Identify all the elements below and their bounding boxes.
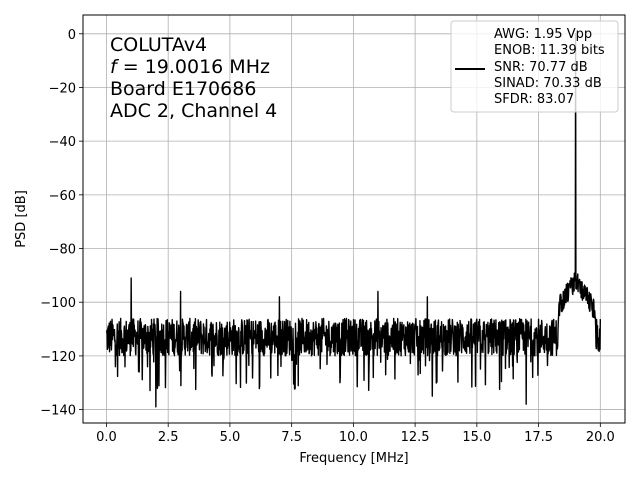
legend: AWG: 1.95 Vpp ENOB: 11.39 bits SNR: 70.7… xyxy=(450,20,619,113)
annotation: COLUTAv4 f = 19.0016 MHz Board E170686 A… xyxy=(110,34,277,122)
y-axis-label: PSD [dB] xyxy=(14,190,29,248)
x-axis-label: Frequency [MHz] xyxy=(299,451,408,466)
legend-enob: ENOB: 11.39 bits xyxy=(494,43,605,58)
legend-box xyxy=(450,20,619,113)
plot-frame xyxy=(82,14,626,424)
y-tick-label: −20 xyxy=(49,81,76,96)
x-tick-label: 20.0 xyxy=(586,430,615,445)
y-tick-label: 0 xyxy=(68,28,76,43)
psd-line xyxy=(105,33,602,408)
annotation-frequency: = 19.0016 MHz xyxy=(117,56,270,78)
x-tick-label: 15.0 xyxy=(462,430,491,445)
y-tick-label: −120 xyxy=(40,350,76,365)
x-tick-label: 0.0 xyxy=(96,430,117,445)
legend-sinad: SINAD: 70.33 dB xyxy=(494,76,602,91)
annotation-line-1: COLUTAv4 xyxy=(110,34,207,56)
ticks: 0.0 2.5 5.0 7.5 10.0 12.5 15.0 17.5 20.0 0 −20 −40 −… xyxy=(40,28,615,445)
series-group xyxy=(105,33,602,408)
annotation-line-2: f = 19.0016 MHz xyxy=(110,56,270,78)
x-tick-label: 5.0 xyxy=(220,430,241,445)
x-tick-label: 12.5 xyxy=(401,430,430,445)
x-tick-label: 17.5 xyxy=(524,430,553,445)
x-tick-label: 7.5 xyxy=(281,430,302,445)
x-tick-label: 2.5 xyxy=(158,430,179,445)
legend-snr: SNR: 70.77 dB xyxy=(494,60,588,75)
annotation-line-3: Board E170686 xyxy=(110,78,256,100)
y-tick-label: −100 xyxy=(40,296,76,311)
y-tick-label: −140 xyxy=(40,404,76,419)
x-tick-label: 10.0 xyxy=(339,430,368,445)
annotation-line-4: ADC 2, Channel 4 xyxy=(110,100,277,122)
annotation-f-symbol: f xyxy=(110,56,120,78)
y-tick-label: −40 xyxy=(49,135,76,150)
legend-awg: AWG: 1.95 Vpp xyxy=(494,27,592,42)
y-tick-label: −60 xyxy=(49,189,76,204)
legend-sfdr: SFDR: 83.07 xyxy=(494,92,574,107)
y-tick-label: −80 xyxy=(49,243,76,258)
